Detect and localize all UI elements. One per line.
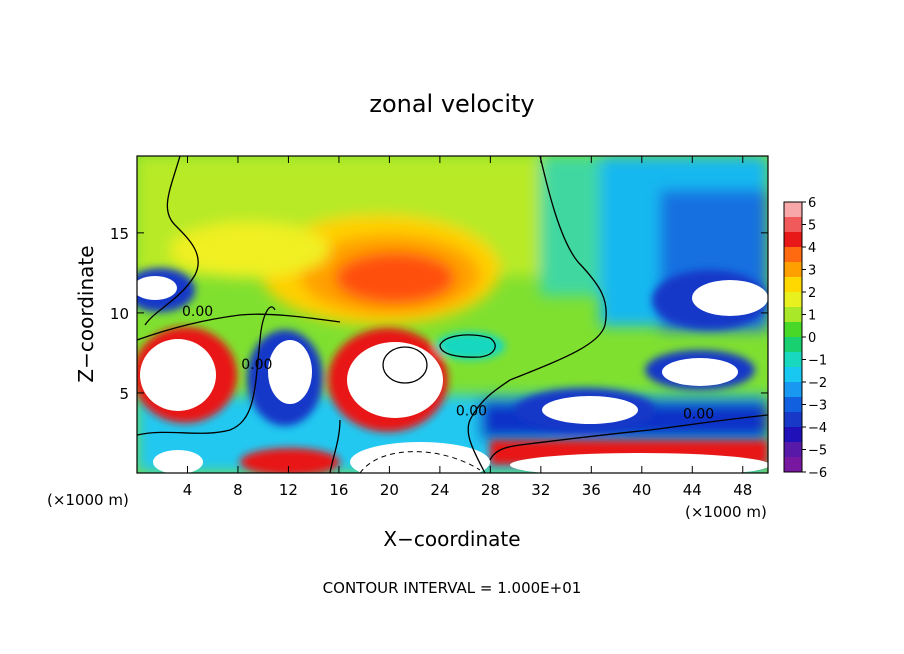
- colorbar-label: 2: [808, 286, 816, 301]
- colorbar-swatch: [784, 337, 802, 353]
- colorbar-label: −6: [808, 466, 827, 481]
- colorbar-label: 5: [808, 219, 816, 234]
- x-tick-label: 36: [582, 481, 601, 499]
- colorbar-label: −2: [808, 376, 827, 391]
- colorbar-swatch: [784, 322, 802, 338]
- y-tick-label: 15: [110, 225, 129, 243]
- contour-label: 0.00: [182, 304, 213, 320]
- plot-frame: [136, 155, 769, 474]
- colorbar-label: 1: [808, 309, 816, 324]
- x-tick-label: 44: [683, 481, 702, 499]
- x-tick-label: 12: [279, 481, 298, 499]
- colorbar-swatch: [784, 412, 802, 428]
- colorbar-swatch: [784, 382, 802, 398]
- x-tick-label: 16: [329, 481, 348, 499]
- colorbar-swatch: [784, 427, 802, 443]
- y-tick-label: 10: [110, 305, 129, 323]
- colorbar-label: −4: [808, 421, 827, 436]
- chart-title: zonal velocity: [369, 90, 534, 118]
- y-axis-ticks: 5 10 15: [110, 225, 768, 403]
- x-tick-label: 48: [733, 481, 752, 499]
- colorbar-label: 6: [808, 196, 816, 211]
- contour-label: 0.00: [456, 403, 487, 419]
- x-axis-label: X−coordinate: [383, 527, 520, 551]
- colorbar-swatch: [784, 232, 802, 248]
- x-unit-right: (×1000 m): [685, 503, 767, 521]
- colorbar-label: −5: [808, 444, 827, 459]
- x-tick-label: 4: [183, 481, 193, 499]
- colorbar-swatch: [784, 217, 802, 233]
- colorbar-swatch: [784, 457, 802, 473]
- contour-interval-note: CONTOUR INTERVAL = 1.000E+01: [323, 579, 582, 597]
- y-axis-label: Z−coordinate: [74, 245, 98, 382]
- colorbar: 6 5 4 3 2 1 0 −1 −2 −3 −4 −5 −6: [783, 196, 827, 481]
- colorbar-swatch: [784, 247, 802, 263]
- x-tick-label: 20: [380, 481, 399, 499]
- colorbar-swatch: [784, 442, 802, 458]
- contour-labels: 0.00 0.00 0.00 0.00: [182, 304, 714, 422]
- colorbar-label: −1: [808, 354, 827, 369]
- x-axis-ticks: 4 8 12 16 20 24 28 32 36 40 44 48: [183, 156, 752, 499]
- colorbar-label: 4: [808, 241, 816, 256]
- contour-label: 0.00: [683, 407, 714, 423]
- x-tick-label: 40: [632, 481, 651, 499]
- colorbar-swatch: [784, 262, 802, 278]
- colorbar-swatch: [784, 307, 802, 323]
- colorbar-label: 0: [808, 331, 816, 346]
- colorbar-label: 3: [808, 264, 816, 279]
- x-tick-label: 24: [430, 481, 449, 499]
- x-unit-left: (×1000 m): [47, 491, 129, 509]
- colorbar-swatch: [784, 352, 802, 368]
- colorbar-swatch: [784, 367, 802, 383]
- x-tick-label: 32: [531, 481, 550, 499]
- colorbar-label: −3: [808, 399, 827, 414]
- colorbar-swatch: [784, 397, 802, 413]
- contour-label: 0.00: [241, 357, 272, 373]
- y-tick-label: 5: [119, 385, 129, 403]
- colorbar-swatch: [784, 277, 802, 293]
- velocity-field: [137, 156, 768, 473]
- colorbar-swatch: [784, 202, 802, 218]
- x-tick-label: 8: [233, 481, 243, 499]
- x-tick-label: 28: [481, 481, 500, 499]
- colorbar-swatch: [784, 292, 802, 308]
